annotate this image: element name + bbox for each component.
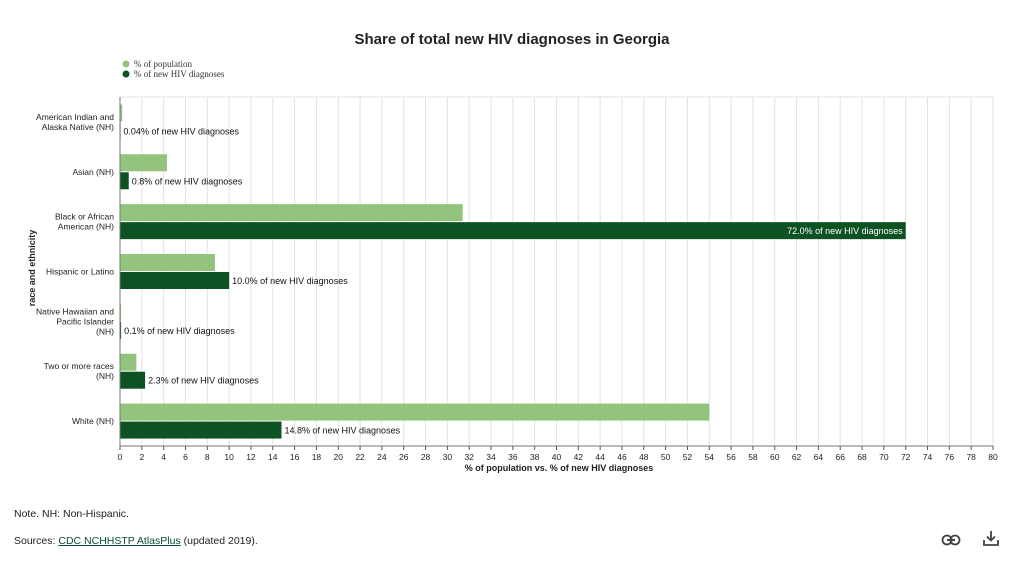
x-tick-label: 58	[748, 452, 758, 462]
population-bar	[120, 104, 123, 122]
category-label: Pacific Islander	[56, 316, 114, 326]
x-tick-label: 40	[552, 452, 562, 462]
y-axis-title: race and ethnicity	[27, 230, 37, 307]
population-bar	[120, 353, 137, 371]
x-tick-label: 6	[183, 452, 188, 462]
gridlines	[119, 96, 994, 446]
hiv-diagnoses-bar	[120, 272, 230, 289]
footer-note: Note. NH: Non-Hispanic.	[14, 508, 129, 520]
link-icon-glyph	[941, 534, 961, 546]
legend-label: % of population	[134, 59, 192, 69]
data-label: 72.0% of new HIV diagnoses	[787, 226, 903, 236]
legend-label: % of new HIV diagnoses	[134, 69, 225, 79]
x-tick-label: 12	[246, 452, 256, 462]
x-tick-label: 26	[399, 452, 409, 462]
x-tick-label: 38	[530, 452, 540, 462]
x-tick-label: 50	[661, 452, 671, 462]
legend-swatch	[122, 70, 130, 78]
category-label: American (NH)	[58, 222, 114, 232]
category-label: American Indian and	[36, 112, 114, 122]
x-tick-label: 52	[683, 452, 693, 462]
data-label: 0.04% of new HIV diagnoses	[123, 126, 239, 136]
x-tick-label: 32	[464, 452, 474, 462]
x-tick-label: 44	[595, 452, 605, 462]
x-tick-label: 8	[205, 452, 210, 462]
category-label: Alaska Native (NH)	[42, 122, 114, 132]
hiv-diagnoses-bar	[120, 371, 146, 389]
x-tick-label: 74	[923, 452, 933, 462]
x-tick-label: 0	[118, 452, 123, 462]
x-tick-label: 16	[290, 452, 300, 462]
sources-prefix: Sources:	[14, 535, 59, 547]
hiv-diagnoses-bar	[120, 222, 906, 240]
category-label: Native Hawaiian and	[36, 306, 114, 316]
population-bar	[120, 154, 167, 172]
hiv-diagnoses-bar	[120, 321, 122, 339]
population-bar	[120, 403, 710, 421]
category-label: White (NH)	[72, 416, 114, 426]
data-label: 14.8% of new HIV diagnoses	[285, 426, 401, 436]
hiv-diagnoses-bar	[120, 421, 282, 439]
download-icon-glyph	[983, 531, 999, 546]
x-tick-label: 22	[355, 452, 365, 462]
data-label: 0.1% of new HIV diagnoses	[124, 326, 235, 336]
sources-link[interactable]: CDC NCHHSTP AtlasPlus	[58, 535, 181, 547]
category-label: (NH)	[96, 326, 114, 336]
data-label: 10.0% of new HIV diagnoses	[232, 276, 348, 286]
category-label: Two or more races	[44, 361, 114, 371]
x-tick-label: 36	[508, 452, 518, 462]
x-tick-label: 28	[421, 452, 431, 462]
legend: % of population% of new HIV diagnoses	[122, 59, 225, 79]
category-label: Black or African	[55, 212, 114, 222]
x-tick-label: 66	[835, 452, 845, 462]
category-label: (NH)	[96, 371, 114, 381]
chart-title: Share of total new HIV diagnoses in Geor…	[354, 31, 670, 48]
x-tick-label: 54	[705, 452, 715, 462]
x-tick-label: 34	[486, 452, 496, 462]
download-icon[interactable]	[980, 527, 1002, 549]
x-tick-label: 14	[268, 452, 278, 462]
data-label: 0.8% of new HIV diagnoses	[132, 176, 243, 186]
x-tick-label: 18	[312, 452, 322, 462]
x-tick-label: 70	[879, 452, 889, 462]
population-bar	[120, 303, 122, 321]
x-tick-label: 42	[574, 452, 584, 462]
category-label: Asian (NH)	[72, 167, 114, 177]
data-label: 2.3% of new HIV diagnoses	[148, 376, 259, 386]
x-tick-label: 64	[814, 452, 824, 462]
x-tick-label: 10	[224, 452, 234, 462]
population-bar	[120, 254, 215, 271]
bars: 0.04% of new HIV diagnoses 0.8% of new HI…	[120, 104, 906, 439]
x-tick-label: 46	[617, 452, 627, 462]
legend-swatch	[122, 60, 130, 68]
sources-suffix: (updated 2019).	[180, 535, 258, 547]
x-tick-label: 48	[639, 452, 649, 462]
population-bar	[120, 204, 463, 222]
x-tick-label: 78	[966, 452, 976, 462]
x-tick-label: 62	[792, 452, 802, 462]
x-tick-label: 68	[857, 452, 867, 462]
x-axis: 0 2 4 6 8 10 12 14 16 18 20 22 24 26 28 30 32 34 36 38 40 42 4…	[118, 97, 998, 462]
x-tick-label: 76	[945, 452, 955, 462]
x-tick-label: 24	[377, 452, 387, 462]
x-tick-label: 60	[770, 452, 780, 462]
category-label: Hispanic or Latino	[46, 267, 114, 277]
x-tick-label: 72	[901, 452, 911, 462]
x-tick-label: 56	[726, 452, 736, 462]
x-tick-label: 4	[161, 452, 166, 462]
x-axis-title: % of population vs. % of new HIV diagnos…	[465, 463, 654, 473]
x-tick-label: 80	[988, 452, 998, 462]
x-tick-label: 2	[139, 452, 144, 462]
footer-sources: Sources: CDC NCHHSTP AtlasPlus (updated …	[14, 535, 258, 547]
chart: Share of total new HIV diagnoses in Geor…	[27, 31, 998, 473]
x-tick-label: 30	[443, 452, 453, 462]
link-icon[interactable]	[940, 529, 962, 551]
hiv-diagnoses-bar	[120, 172, 129, 190]
x-tick-label: 20	[334, 452, 344, 462]
